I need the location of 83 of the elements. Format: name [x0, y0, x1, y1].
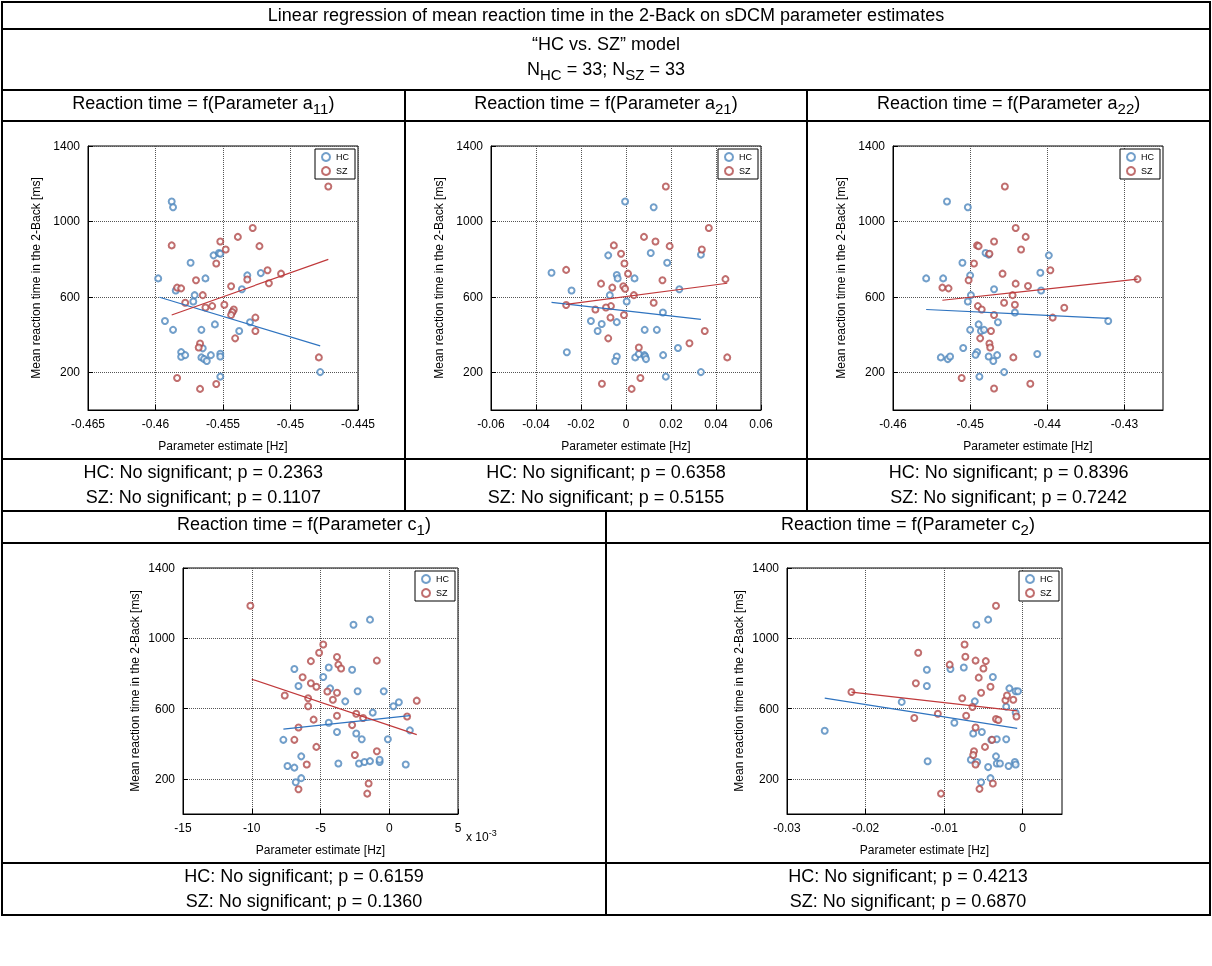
x-tick-label: 0	[622, 417, 630, 432]
x-tick-label: -10	[243, 820, 261, 835]
y-tick-label: 600	[758, 701, 780, 716]
text: SZ: No significant; p = 0.1107	[84, 486, 322, 510]
text: Linear regression of mean reaction time in the 2-Back on sDCM parameter estimates	[266, 4, 946, 27]
legend-label: HC	[738, 152, 753, 163]
text: N$_{HC}$ = 33; N$_{SZ}$ = 33	[526, 58, 686, 85]
text: “HC vs. SZ” model	[531, 33, 681, 56]
y-axis-title: Mean reaction time in the 2-Back [ms]	[29, 177, 44, 379]
x-tick-label: 0.04	[703, 417, 728, 432]
y-tick-label: 1400	[752, 560, 780, 575]
y-tick-label: 600	[865, 290, 886, 305]
y-tick-label: 1000	[858, 214, 886, 229]
text: HC: No significant; p = 0.2363	[82, 461, 325, 485]
y-tick-label: 600	[154, 701, 176, 716]
chart-title: Reaction time = f(Parameter c$_{2}$)	[606, 512, 1209, 544]
x-tick-label: -0.46	[879, 417, 908, 432]
legend-label: SZ	[1141, 166, 1154, 177]
text: HC: No significant; p = 0.8396	[887, 461, 1130, 485]
text: SZ: No significant; p = 0.6870	[788, 889, 1028, 913]
x-tick-label: -0.45	[956, 417, 985, 432]
legend-label: SZ	[738, 166, 751, 177]
x-axis-title: Parameter estimate [Hz]	[158, 439, 288, 454]
text: HC: No significant; p = 0.6159	[183, 864, 425, 888]
x-tick-label: -15	[174, 820, 192, 835]
x-tick-label: -0.06	[476, 417, 505, 432]
y-tick-label: 200	[154, 771, 176, 786]
y-tick-label: 600	[462, 290, 483, 305]
x-tick-label: -5	[315, 820, 327, 835]
y-tick-label: 1000	[752, 631, 780, 646]
y-tick-label: 200	[865, 365, 886, 380]
x-tick-label: -0.445	[340, 417, 376, 432]
x-tick-label: -0.02	[851, 820, 880, 835]
y-axis-title: Mean reaction time in the 2-Back [ms]	[432, 177, 447, 379]
x-tick-label: 0	[1019, 820, 1027, 835]
chart-title: Reaction time = f(Parameter c$_{1}$)	[3, 512, 605, 544]
y-axis-title: Mean reaction time in the 2-Back [ms]	[128, 590, 142, 792]
legend-label: HC	[436, 573, 450, 584]
legend-label: SZ	[436, 587, 448, 598]
legend-label: SZ	[336, 166, 348, 177]
y-tick-label: 1400	[148, 560, 176, 575]
y-tick-label: 1400	[455, 139, 483, 154]
y-tick-label: 600	[59, 290, 81, 305]
x-tick-label: -0.02	[566, 417, 595, 432]
y-tick-label: 1400	[53, 139, 81, 154]
y-tick-label: 200	[758, 771, 780, 786]
chart-title: Reaction time = f(Parameter a$_{11}$)	[3, 90, 404, 123]
x-tick-label: -0.03	[773, 820, 801, 835]
y-tick-label: 1000	[53, 214, 81, 229]
x-axis-title: Parameter estimate [Hz]	[560, 439, 691, 454]
legend-label: HC	[1141, 152, 1155, 163]
x-axis-title: Parameter estimate [Hz]	[859, 842, 990, 857]
x-tick-label: 0.06	[748, 417, 773, 432]
x-tick-label: -0.45	[276, 417, 305, 432]
legend-label: HC	[1039, 573, 1054, 584]
x-tick-label: -0.465	[70, 417, 106, 432]
x-tick-label: -0.455	[205, 417, 241, 432]
y-axis-title: Mean reaction time in the 2-Back [ms]	[731, 590, 746, 792]
y-tick-label: 200	[59, 365, 81, 380]
x-tick-label: 0.02	[658, 417, 683, 432]
x-tick-label: -0.43	[1111, 417, 1139, 432]
legend-label: SZ	[1039, 587, 1052, 598]
x-tick-label: 0	[385, 820, 393, 835]
y-tick-label: 1000	[148, 631, 176, 646]
text: SZ: No significant; p = 0.5155	[486, 486, 726, 510]
legend-label: HC	[336, 152, 350, 163]
x-tick-label: -0.04	[521, 417, 550, 432]
y-tick-label: 1000	[455, 214, 483, 229]
x-tick-label: -0.01	[930, 820, 959, 835]
text: HC: No significant; p = 0.4213	[787, 864, 1029, 888]
x-tick-label: -0.46	[141, 417, 170, 432]
x-axis-title: Parameter estimate [Hz]	[255, 842, 386, 857]
chart-title: Reaction time = f(Parameter a$_{21}$)	[405, 90, 807, 123]
x-axis-title: Parameter estimate [Hz]	[963, 439, 1093, 454]
text: HC: No significant; p = 0.6358	[485, 461, 727, 485]
y-tick-label: 1400	[858, 139, 886, 154]
x-tick-label: 5	[454, 820, 462, 835]
y-tick-label: 200	[462, 365, 483, 380]
y-axis-title: Mean reaction time in the 2-Back [ms]	[834, 177, 849, 379]
chart-title: Reaction time = f(Parameter a$_{22}$)	[808, 90, 1209, 123]
x-tick-label: -0.44	[1033, 417, 1062, 432]
text: SZ: No significant; p = 0.1360	[184, 889, 424, 913]
text: SZ: No significant; p = 0.7242	[889, 486, 1128, 510]
